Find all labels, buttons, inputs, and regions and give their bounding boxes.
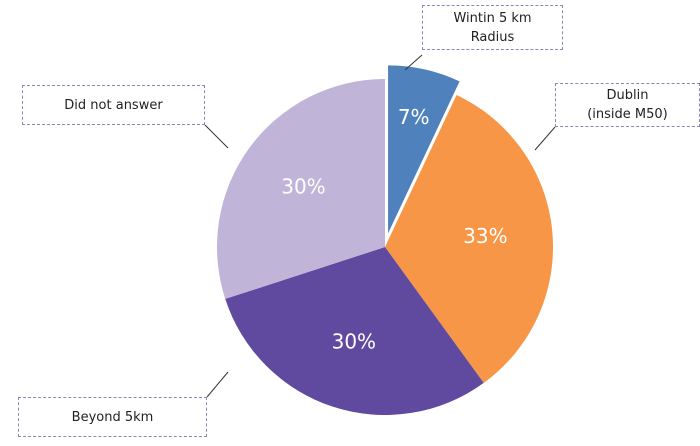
slice-value-label: 30% [281,174,325,198]
category-label: Dublin (inside M50) [555,83,700,127]
leader-line [204,124,229,149]
category-label: Did not answer [22,85,205,125]
leader-line [206,371,229,398]
pie-slice [388,65,460,234]
category-label: Wintin 5 km Radius [422,5,563,50]
slice-value-label: 30% [332,329,376,353]
pie-slice [216,79,385,299]
slice-value-label: 7% [398,105,430,129]
leader-line [404,54,423,71]
category-label: Beyond 5km [18,397,207,437]
pie-slice [385,94,553,383]
leader-line [534,126,556,151]
slice-value-label: 33% [463,224,507,248]
pie-slice [225,247,484,415]
